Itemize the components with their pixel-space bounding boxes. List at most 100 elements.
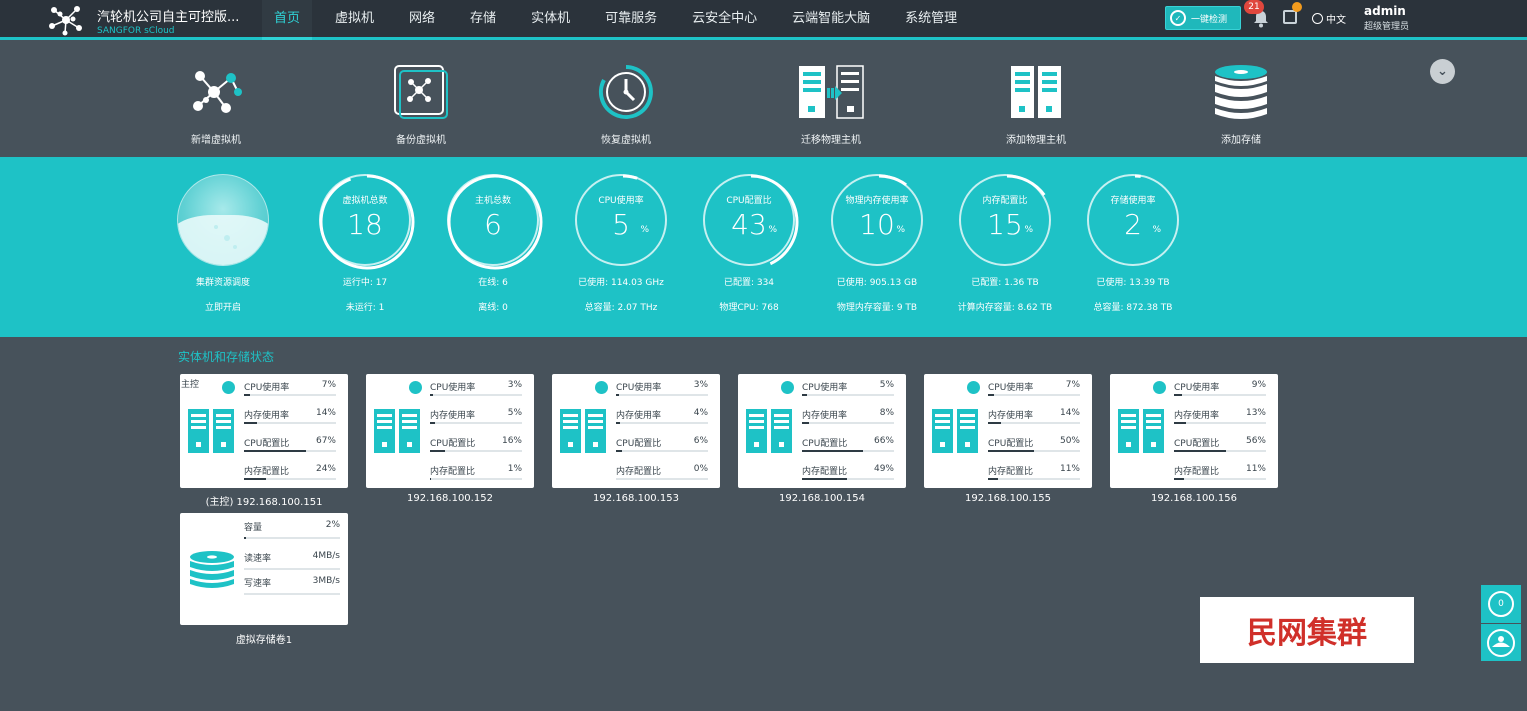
nav-home[interactable]: 首页: [262, 0, 313, 40]
stat-ring: CPU配置比 43%: [703, 174, 799, 270]
metric-label: 内存使用率: [616, 411, 662, 421]
capacity-value: 2%: [325, 520, 340, 530]
bell-icon[interactable]: [1253, 10, 1269, 28]
host-metric: 内存使用率 5%: [430, 408, 522, 424]
check-icon: ✓: [1170, 10, 1186, 26]
metric-bar-fill: [1174, 450, 1226, 452]
globe-icon: [1312, 13, 1323, 24]
host-card[interactable]: CPU使用率 9% 内存使用率 13% CPU配置比 56% 内存配置比 11%: [1110, 374, 1278, 488]
side-counter-button[interactable]: 0: [1481, 585, 1521, 623]
stat-mem-config[interactable]: 内存配置比 15% 已配置: 1.36 TB 计算内存容量: 8.62 TB: [925, 174, 1085, 313]
nav-storage[interactable]: 存储: [470, 11, 497, 26]
host-ip: (主控) 192.168.100.151: [205, 497, 323, 508]
nav-vm[interactable]: 虚拟机: [335, 11, 375, 26]
cluster-scheduling[interactable]: 集群资源调度 立即开启: [143, 174, 303, 313]
section-title: 实体机和存储状态: [178, 350, 275, 364]
metric-bar: [616, 422, 708, 424]
metric-bar-fill: [802, 394, 807, 396]
stat-arc: [703, 174, 799, 270]
metric-value: 16%: [501, 436, 522, 446]
metric-label: 内存配置比: [430, 467, 476, 477]
metric-label: CPU配置比: [802, 439, 848, 449]
host-metric: 内存使用率 8%: [802, 408, 894, 424]
nav-security-center[interactable]: 云安全中心: [692, 11, 758, 26]
key-icon: [781, 381, 794, 394]
add-host-action[interactable]: 添加物理主机: [976, 61, 1096, 146]
metric-bar-fill: [616, 394, 619, 396]
metric-label: 内存配置比: [244, 467, 290, 477]
metric-label: CPU配置比: [1174, 439, 1220, 449]
add-vm-action[interactable]: 新增虚拟机: [156, 61, 276, 146]
stat-vm-total[interactable]: 虚拟机总数 18 运行中: 17 未运行: 1: [285, 174, 445, 313]
one-click-check-button[interactable]: ✓ 一键检测: [1165, 6, 1241, 30]
host-card[interactable]: CPU使用率 3% 内存使用率 5% CPU配置比 16% 内存配置比 1%: [366, 374, 534, 488]
task-icon[interactable]: [1283, 10, 1297, 24]
metric-value: 7%: [1065, 380, 1080, 390]
stat-mem-usage[interactable]: 物理内存使用率 10% 已使用: 905.13 GB 物理内存容量: 9 TB: [797, 174, 957, 313]
stat-storage-usage[interactable]: 存储使用率 2% 已使用: 13.39 TB 总容量: 872.38 TB: [1053, 174, 1213, 313]
host-card[interactable]: CPU使用率 7% 内存使用率 14% CPU配置比 50% 内存配置比 11%: [924, 374, 1092, 488]
assistant-button[interactable]: [1481, 623, 1521, 661]
host-card[interactable]: CPU使用率 5% 内存使用率 8% CPU配置比 66% 内存配置比 49%: [738, 374, 906, 488]
nav-physical[interactable]: 实体机: [531, 11, 571, 26]
metric-bar-fill: [1174, 478, 1185, 480]
cluster-status[interactable]: 立即开启: [204, 303, 241, 313]
read-bar: [244, 568, 340, 570]
metric-value: 14%: [315, 408, 336, 418]
metric-value: 7%: [321, 380, 336, 390]
read-label: 读速率: [244, 554, 272, 564]
host-metric: 内存配置比 49%: [802, 464, 894, 480]
host-card[interactable]: CPU使用率 3% 内存使用率 4% CPU配置比 6% 内存配置比 0%: [552, 374, 720, 488]
stat-line2: 计算内存容量: 8.62 TB: [957, 303, 1053, 313]
host-metric: CPU使用率 7%: [244, 380, 336, 396]
alert-count-badge: 21: [1244, 0, 1264, 14]
metric-bar: [244, 450, 336, 452]
metric-label: CPU使用率: [988, 383, 1034, 393]
stat-cpu-usage[interactable]: CPU使用率 5% 已使用: 114.03 GHz 总容量: 2.07 THz: [541, 174, 701, 313]
metric-bar: [244, 478, 336, 480]
host-metric: 内存使用率 14%: [244, 408, 336, 424]
restore-clock-icon: [598, 65, 653, 119]
key-icon: [595, 381, 608, 394]
stat-ring: 内存配置比 15%: [959, 174, 1055, 270]
stat-cpu-config[interactable]: CPU配置比 43% 已配置: 334 物理CPU: 768: [669, 174, 829, 313]
storage-volume-card[interactable]: 容量 2% 读速率 4MB/s 写速率 3MB/s: [180, 513, 348, 625]
stat-caption: 物理内存使用率: [845, 196, 909, 206]
brand-title: 汽轮机公司自主可控版...: [97, 10, 240, 25]
metric-value: 8%: [879, 408, 894, 418]
host-metric: 内存配置比 11%: [1174, 464, 1266, 480]
nav-cloud-brain[interactable]: 云端智能大脑: [792, 11, 871, 26]
nav-system[interactable]: 系统管理: [905, 11, 958, 26]
add-storage-action[interactable]: 添加存储: [1181, 61, 1301, 146]
metric-bar: [988, 450, 1080, 452]
metric-bar: [988, 478, 1080, 480]
nav-reliable-service[interactable]: 可靠服务: [605, 11, 658, 26]
storage-stack-icon: [1215, 65, 1267, 119]
key-icon: [409, 381, 422, 394]
metric-value: 4%: [693, 408, 708, 418]
metric-bar: [616, 394, 708, 396]
migrate-host-action[interactable]: 迁移物理主机: [771, 61, 891, 146]
metric-label: CPU使用率: [1174, 383, 1220, 393]
host-card[interactable]: 主控 CPU使用率 7% 内存使用率 14% CPU配置比 67% 内存配置比 24%: [180, 374, 348, 488]
metric-value: 50%: [1059, 436, 1080, 446]
user-menu[interactable]: admin 超级管理员: [1364, 4, 1409, 32]
host-metric: CPU使用率 7%: [988, 380, 1080, 396]
language-switch[interactable]: 中文: [1312, 11, 1346, 26]
host-metric: CPU配置比 50%: [988, 436, 1080, 452]
stat-value: 10: [859, 208, 895, 241]
nav-network[interactable]: 网络: [409, 11, 436, 26]
metric-bar: [430, 394, 522, 396]
stat-line2: 物理内存容量: 9 TB: [836, 303, 918, 313]
backup-vm-action[interactable]: 备份虚拟机: [361, 61, 481, 146]
host-metric: 内存使用率 4%: [616, 408, 708, 424]
stat-value: 43: [731, 208, 767, 241]
restore-vm-action[interactable]: 恢复虚拟机: [566, 61, 686, 146]
stat-host-total[interactable]: 主机总数 6 在线: 6 离线: 0: [413, 174, 573, 313]
collapse-chevron-icon[interactable]: ⌄: [1430, 59, 1455, 84]
host-ip: 192.168.100.155: [965, 493, 1051, 504]
check-label: 一键检测: [1191, 14, 1228, 25]
metric-value: 13%: [1245, 408, 1266, 418]
stat-value: 15: [987, 208, 1023, 241]
metric-bar-fill: [802, 422, 810, 424]
